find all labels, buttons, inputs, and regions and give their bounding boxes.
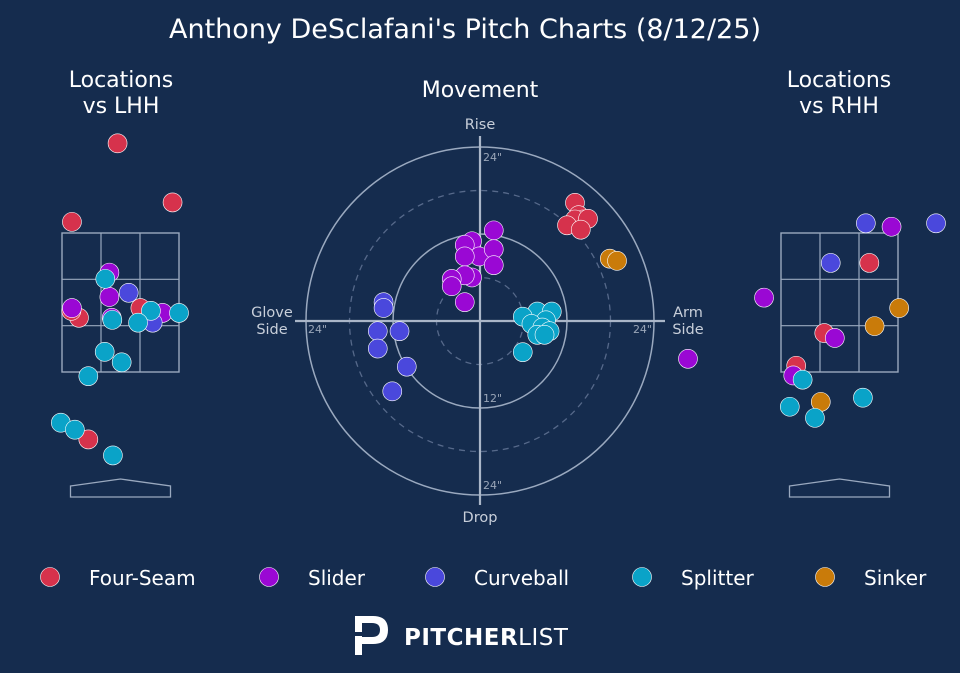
pitch-point-four-seam: [570, 219, 591, 240]
legend-item-splitter: Splitter: [632, 566, 754, 590]
pitch-point-splitter: [95, 269, 116, 289]
pitch-point-sinker: [864, 316, 885, 336]
pitch-point-four-seam: [107, 133, 128, 154]
pitch-point-slider: [441, 276, 462, 297]
legend-label-curveball: Curveball: [474, 566, 569, 590]
movement-ring-labels: 24" 24" 24" 24" 12": [308, 151, 652, 492]
legend-marker-slider: [259, 567, 279, 587]
pitch-point-splitter: [102, 310, 123, 330]
legend-marker-curveball: [425, 567, 445, 587]
pitch-points-lhh: [51, 133, 189, 466]
pitch-point-slider: [881, 216, 902, 237]
pitch-point-curveball: [926, 213, 946, 234]
movement-axes: [295, 136, 665, 505]
pitch-point-slider: [678, 348, 698, 369]
strike-zone-rhh: [780, 232, 899, 373]
pitch-point-sinker: [889, 298, 909, 318]
pitch-point-slider: [483, 255, 504, 275]
pitch-point-slider: [754, 287, 774, 308]
pitch-point-splitter: [128, 312, 148, 333]
pitch-point-curveball: [367, 338, 388, 359]
pitch-point-splitter: [169, 303, 189, 323]
home-plate-rhh: [788, 478, 891, 498]
pitcherlist-logo-icon: [352, 616, 388, 655]
pitch-point-curveball: [373, 298, 394, 318]
movement-panel: 24" 24" 24" 24" 12" Rise Drop Glove Side Arm Side: [251, 117, 704, 526]
axis-label-glove-side: Glove Side: [251, 305, 293, 338]
pitch-point-curveball: [118, 282, 139, 303]
pitch-point-four-seam: [62, 212, 82, 232]
pitch-point-curveball: [367, 321, 388, 341]
home-plate-lhh: [69, 478, 172, 498]
pitch-point-curveball: [820, 253, 841, 273]
legend-marker-sinker: [815, 567, 835, 587]
pitch-point-slider: [825, 328, 845, 348]
pitch-point-curveball: [856, 213, 876, 234]
legend-item-slider: Slider: [259, 566, 366, 590]
pitch-points-rhh: [678, 213, 946, 428]
legend-marker-four-seam: [40, 567, 60, 587]
pitch-point-splitter: [141, 301, 161, 321]
pitch-point-four-seam: [78, 429, 99, 450]
pitch-point-splitter: [805, 408, 825, 428]
pitch-point-slider: [62, 298, 82, 318]
panel-title-rhh: Locations vs RHH: [787, 68, 892, 119]
pitch-point-splitter: [512, 342, 533, 362]
pitch-points-movement: [367, 193, 627, 402]
legend: Four-Seam Slider Curveball Splitter Sinker: [40, 566, 927, 590]
ring-label-inner: 12": [483, 392, 502, 405]
movement-axis-labels: Rise Drop Glove Side Arm Side: [251, 117, 704, 526]
pitch-point-splitter: [779, 396, 800, 417]
axis-label-rise: Rise: [465, 117, 496, 133]
strike-zone-box: [61, 232, 180, 373]
home-plate-outline: [69, 478, 172, 498]
legend-item-four-seam: Four-Seam: [40, 566, 196, 590]
legend-label-splitter: Splitter: [681, 566, 754, 590]
pitch-point-splitter: [534, 324, 555, 345]
home-plate-outline: [788, 478, 891, 498]
pitch-point-slider: [454, 292, 475, 312]
strike-zone-box: [780, 232, 899, 373]
panel-title-lhh: Locations vs LHH: [69, 68, 174, 119]
pitch-point-splitter: [78, 366, 99, 386]
pitch-point-splitter: [111, 352, 132, 373]
ring-label-bottom: 24": [483, 479, 502, 492]
legend-label-slider: Slider: [308, 566, 366, 590]
locations-rhh-panel: [678, 213, 946, 498]
pitch-point-splitter: [103, 445, 123, 466]
legend-label-sinker: Sinker: [864, 566, 927, 590]
chart-title: Anthony DeSclafani's Pitch Charts (8/12/…: [169, 14, 761, 45]
pitch-point-curveball: [396, 356, 417, 377]
pitch-point-splitter: [853, 387, 873, 408]
legend-label-four-seam: Four-Seam: [89, 566, 196, 590]
legend-marker-splitter: [632, 567, 652, 587]
locations-lhh-panel: [51, 133, 189, 498]
pitch-point-splitter: [792, 369, 813, 390]
pitch-point-slider: [99, 287, 120, 307]
pitch-point-curveball: [382, 381, 403, 402]
pitch-point-slider: [483, 220, 504, 241]
pitch-point-sinker: [607, 251, 627, 271]
ring-label-top: 24": [483, 151, 502, 164]
panel-title-movement: Movement: [422, 78, 539, 103]
legend-item-sinker: Sinker: [815, 566, 927, 590]
pitch-point-slider: [454, 246, 475, 267]
brand-name: PITCHERLIST: [404, 625, 569, 651]
pitch-point-curveball: [389, 321, 410, 341]
pitch-point-splitter: [94, 342, 115, 362]
pitch-point-four-seam: [162, 192, 183, 213]
legend-item-curveball: Curveball: [425, 566, 569, 590]
axis-label-drop: Drop: [463, 510, 498, 526]
brand-light: LIST: [518, 625, 569, 651]
pitch-point-splitter: [65, 419, 85, 440]
ring-label-right: 24": [633, 323, 652, 336]
brand-bold: PITCHER: [404, 625, 518, 651]
pitch-point-four-seam: [859, 253, 880, 273]
axis-label-arm-side: Arm Side: [672, 305, 703, 338]
brand-logo: PITCHERLIST: [352, 616, 569, 655]
ring-label-left: 24": [308, 323, 327, 336]
